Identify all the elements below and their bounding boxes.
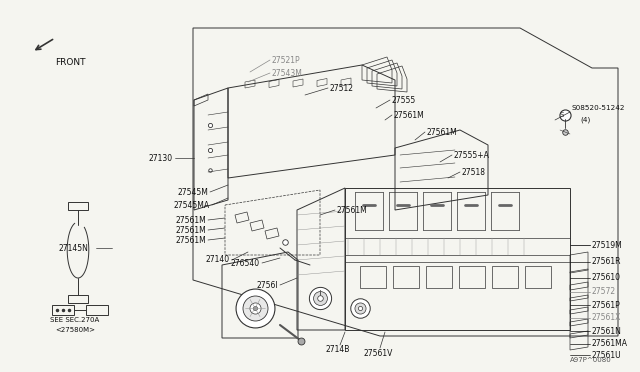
Text: 27512: 27512	[330, 83, 354, 93]
Bar	[492, 266, 518, 288]
Text: 27561R: 27561R	[592, 257, 621, 266]
Text: <27580M>: <27580M>	[55, 327, 95, 333]
Text: 27561M: 27561M	[337, 205, 368, 215]
Text: FRONT: FRONT	[55, 58, 86, 67]
Text: 27561M: 27561M	[175, 215, 206, 224]
Text: 2756I: 2756I	[257, 280, 278, 289]
Text: 27561P: 27561P	[592, 301, 621, 310]
Text: 27543M: 27543M	[272, 68, 303, 77]
Bar	[393, 266, 419, 288]
Text: 27561MA: 27561MA	[592, 340, 628, 349]
Text: 27561M: 27561M	[394, 110, 425, 119]
Bar	[68, 202, 88, 210]
Text: 27130: 27130	[149, 154, 173, 163]
Text: S: S	[560, 112, 564, 118]
Text: 27555: 27555	[392, 96, 416, 105]
Text: 27561U: 27561U	[592, 350, 621, 359]
Text: 27555+A: 27555+A	[454, 151, 490, 160]
Text: S08520-51242: S08520-51242	[572, 105, 625, 111]
Text: 27545MA: 27545MA	[174, 201, 210, 209]
Text: 276540: 276540	[231, 259, 260, 267]
Text: (4): (4)	[580, 117, 590, 123]
Bar	[52, 305, 74, 315]
Text: 27572: 27572	[592, 288, 616, 296]
Text: 27519M: 27519M	[592, 241, 623, 250]
Text: 27561M: 27561M	[175, 225, 206, 234]
Bar	[525, 266, 551, 288]
Bar	[426, 266, 452, 288]
Text: A97P^0080: A97P^0080	[570, 357, 612, 363]
Text: SEE SEC.270A: SEE SEC.270A	[51, 317, 100, 323]
Text: 27561M: 27561M	[427, 128, 458, 137]
Text: 27140: 27140	[206, 256, 230, 264]
Text: 27561M: 27561M	[175, 235, 206, 244]
Text: 27561V: 27561V	[364, 350, 393, 359]
Text: 2714B: 2714B	[326, 346, 350, 355]
Bar	[68, 295, 88, 303]
Text: 27521P: 27521P	[272, 55, 301, 64]
Bar	[360, 266, 386, 288]
Text: 27518: 27518	[462, 167, 486, 176]
Text: 275610: 275610	[592, 273, 621, 282]
Text: 27561X: 27561X	[592, 314, 621, 323]
Text: 27561N: 27561N	[592, 327, 622, 336]
Text: 27145N: 27145N	[58, 244, 88, 253]
Bar	[459, 266, 485, 288]
Bar	[86, 305, 108, 315]
Text: 27545M: 27545M	[177, 187, 208, 196]
